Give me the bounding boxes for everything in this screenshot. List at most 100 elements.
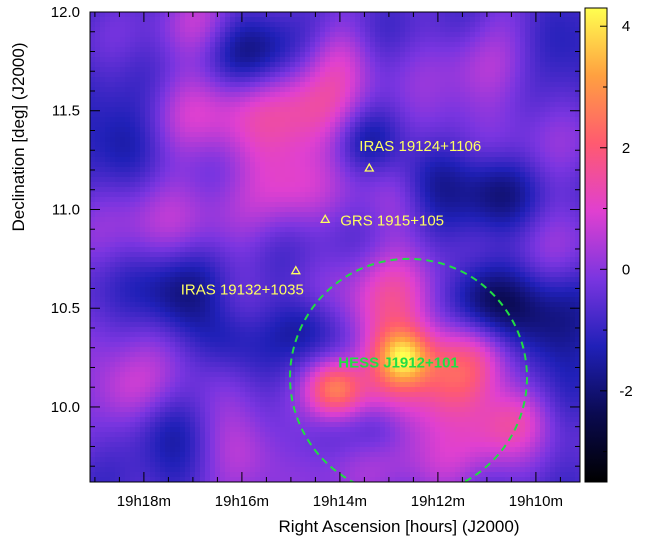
heatmap-cell <box>445 72 451 78</box>
heatmap-cell <box>550 92 556 98</box>
heatmap-cell <box>530 232 536 238</box>
heatmap-cell <box>145 72 151 78</box>
heatmap-cell <box>505 37 511 43</box>
heatmap-cell <box>535 117 541 123</box>
heatmap-cell <box>160 42 166 48</box>
heatmap-cell <box>170 72 176 78</box>
heatmap-cell <box>200 217 206 223</box>
heatmap-cell <box>520 197 526 203</box>
heatmap-cell <box>250 122 256 128</box>
heatmap-cell <box>355 167 361 173</box>
heatmap-cell <box>330 157 336 163</box>
heatmap-cell <box>240 82 246 88</box>
heatmap-cell <box>340 187 346 193</box>
heatmap-cell <box>235 147 241 153</box>
heatmap-cell <box>190 72 196 78</box>
heatmap-cell <box>365 192 371 198</box>
heatmap-cell <box>450 147 456 153</box>
heatmap-cell <box>255 72 261 78</box>
heatmap-cell <box>555 242 561 248</box>
heatmap-cell <box>540 37 546 43</box>
heatmap-cell <box>235 57 241 63</box>
heatmap-cell <box>290 197 296 203</box>
heatmap-cell <box>375 32 381 38</box>
heatmap-cell <box>320 187 326 193</box>
heatmap-cell <box>215 67 221 73</box>
heatmap-cell <box>390 97 396 103</box>
heatmap-cell <box>205 197 211 203</box>
heatmap-cell <box>290 22 296 28</box>
heatmap-cell <box>385 82 391 88</box>
heatmap-cell <box>95 147 101 153</box>
heatmap-cell <box>315 57 321 63</box>
heatmap-cell <box>280 227 286 233</box>
heatmap-cell <box>380 52 386 58</box>
heatmap-cell <box>350 152 356 158</box>
heatmap-cell <box>175 57 181 63</box>
heatmap-cell <box>165 47 171 53</box>
heatmap-cell <box>155 247 161 253</box>
heatmap-cell <box>465 227 471 233</box>
heatmap-cell <box>230 207 236 213</box>
heatmap-cell <box>415 217 421 223</box>
heatmap-cell <box>565 152 571 158</box>
heatmap-cell <box>300 212 306 218</box>
heatmap-cell <box>495 87 501 93</box>
heatmap-cell <box>180 52 186 58</box>
heatmap-cell <box>175 42 181 48</box>
heatmap-cell <box>235 242 241 248</box>
heatmap-cell <box>470 257 476 263</box>
heatmap-cell <box>315 177 321 183</box>
heatmap-cell <box>130 122 136 128</box>
heatmap-cell <box>380 202 386 208</box>
heatmap-cell <box>130 262 136 268</box>
heatmap-cell <box>190 257 196 263</box>
heatmap-cell <box>445 197 451 203</box>
heatmap-cell <box>545 112 551 118</box>
heatmap-cell <box>300 197 306 203</box>
heatmap-cell <box>370 187 376 193</box>
heatmap-cell <box>425 157 431 163</box>
heatmap-cell <box>310 77 316 83</box>
heatmap-cell <box>235 82 241 88</box>
heatmap-cell <box>480 227 486 233</box>
heatmap-cell <box>150 157 156 163</box>
heatmap-cell <box>365 217 371 223</box>
heatmap-cell <box>545 82 551 88</box>
heatmap-cell <box>260 77 266 83</box>
heatmap-cell <box>280 92 286 98</box>
heatmap-cell <box>95 197 101 203</box>
heatmap-cell <box>230 202 236 208</box>
heatmap-cell <box>270 177 276 183</box>
heatmap-cell <box>150 177 156 183</box>
heatmap-cell <box>485 187 491 193</box>
heatmap-cell <box>490 132 496 138</box>
heatmap-cell <box>420 122 426 128</box>
heatmap-cell <box>360 62 366 68</box>
heatmap-cell <box>265 117 271 123</box>
heatmap-cell <box>240 177 246 183</box>
heatmap-cell <box>450 232 456 238</box>
heatmap-cell <box>455 122 461 128</box>
heatmap-cell <box>210 117 216 123</box>
heatmap-cell <box>555 222 561 228</box>
heatmap-cell <box>515 82 521 88</box>
heatmap-cell <box>340 77 346 83</box>
heatmap-cell <box>305 217 311 223</box>
heatmap-cell <box>250 172 256 178</box>
heatmap-cell <box>95 77 101 83</box>
heatmap-cell <box>355 257 361 263</box>
heatmap-cell <box>570 47 576 53</box>
heatmap-cell <box>545 167 551 173</box>
heatmap-cell <box>505 122 511 128</box>
heatmap-cell <box>95 212 101 218</box>
heatmap-cell <box>480 57 486 63</box>
heatmap-cell <box>290 162 296 168</box>
heatmap-cell <box>175 237 181 243</box>
heatmap-cell <box>115 207 121 213</box>
heatmap-cell <box>420 242 426 248</box>
heatmap-cell <box>575 197 580 203</box>
heatmap-cell <box>570 237 576 243</box>
heatmap-cell <box>560 252 566 258</box>
heatmap-cell <box>140 217 146 223</box>
